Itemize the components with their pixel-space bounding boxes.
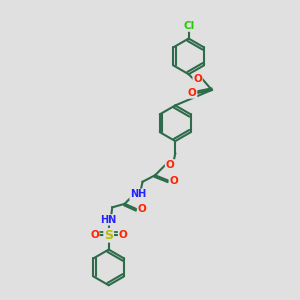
Text: HN: HN <box>100 215 117 225</box>
Text: O: O <box>138 204 146 214</box>
Text: O: O <box>166 160 174 170</box>
Text: O: O <box>193 74 202 84</box>
Text: S: S <box>104 229 113 242</box>
Text: O: O <box>188 88 197 98</box>
Text: Cl: Cl <box>183 21 194 31</box>
Text: O: O <box>169 176 178 186</box>
Text: O: O <box>118 230 127 240</box>
Text: NH: NH <box>130 189 146 199</box>
Text: O: O <box>90 230 99 240</box>
